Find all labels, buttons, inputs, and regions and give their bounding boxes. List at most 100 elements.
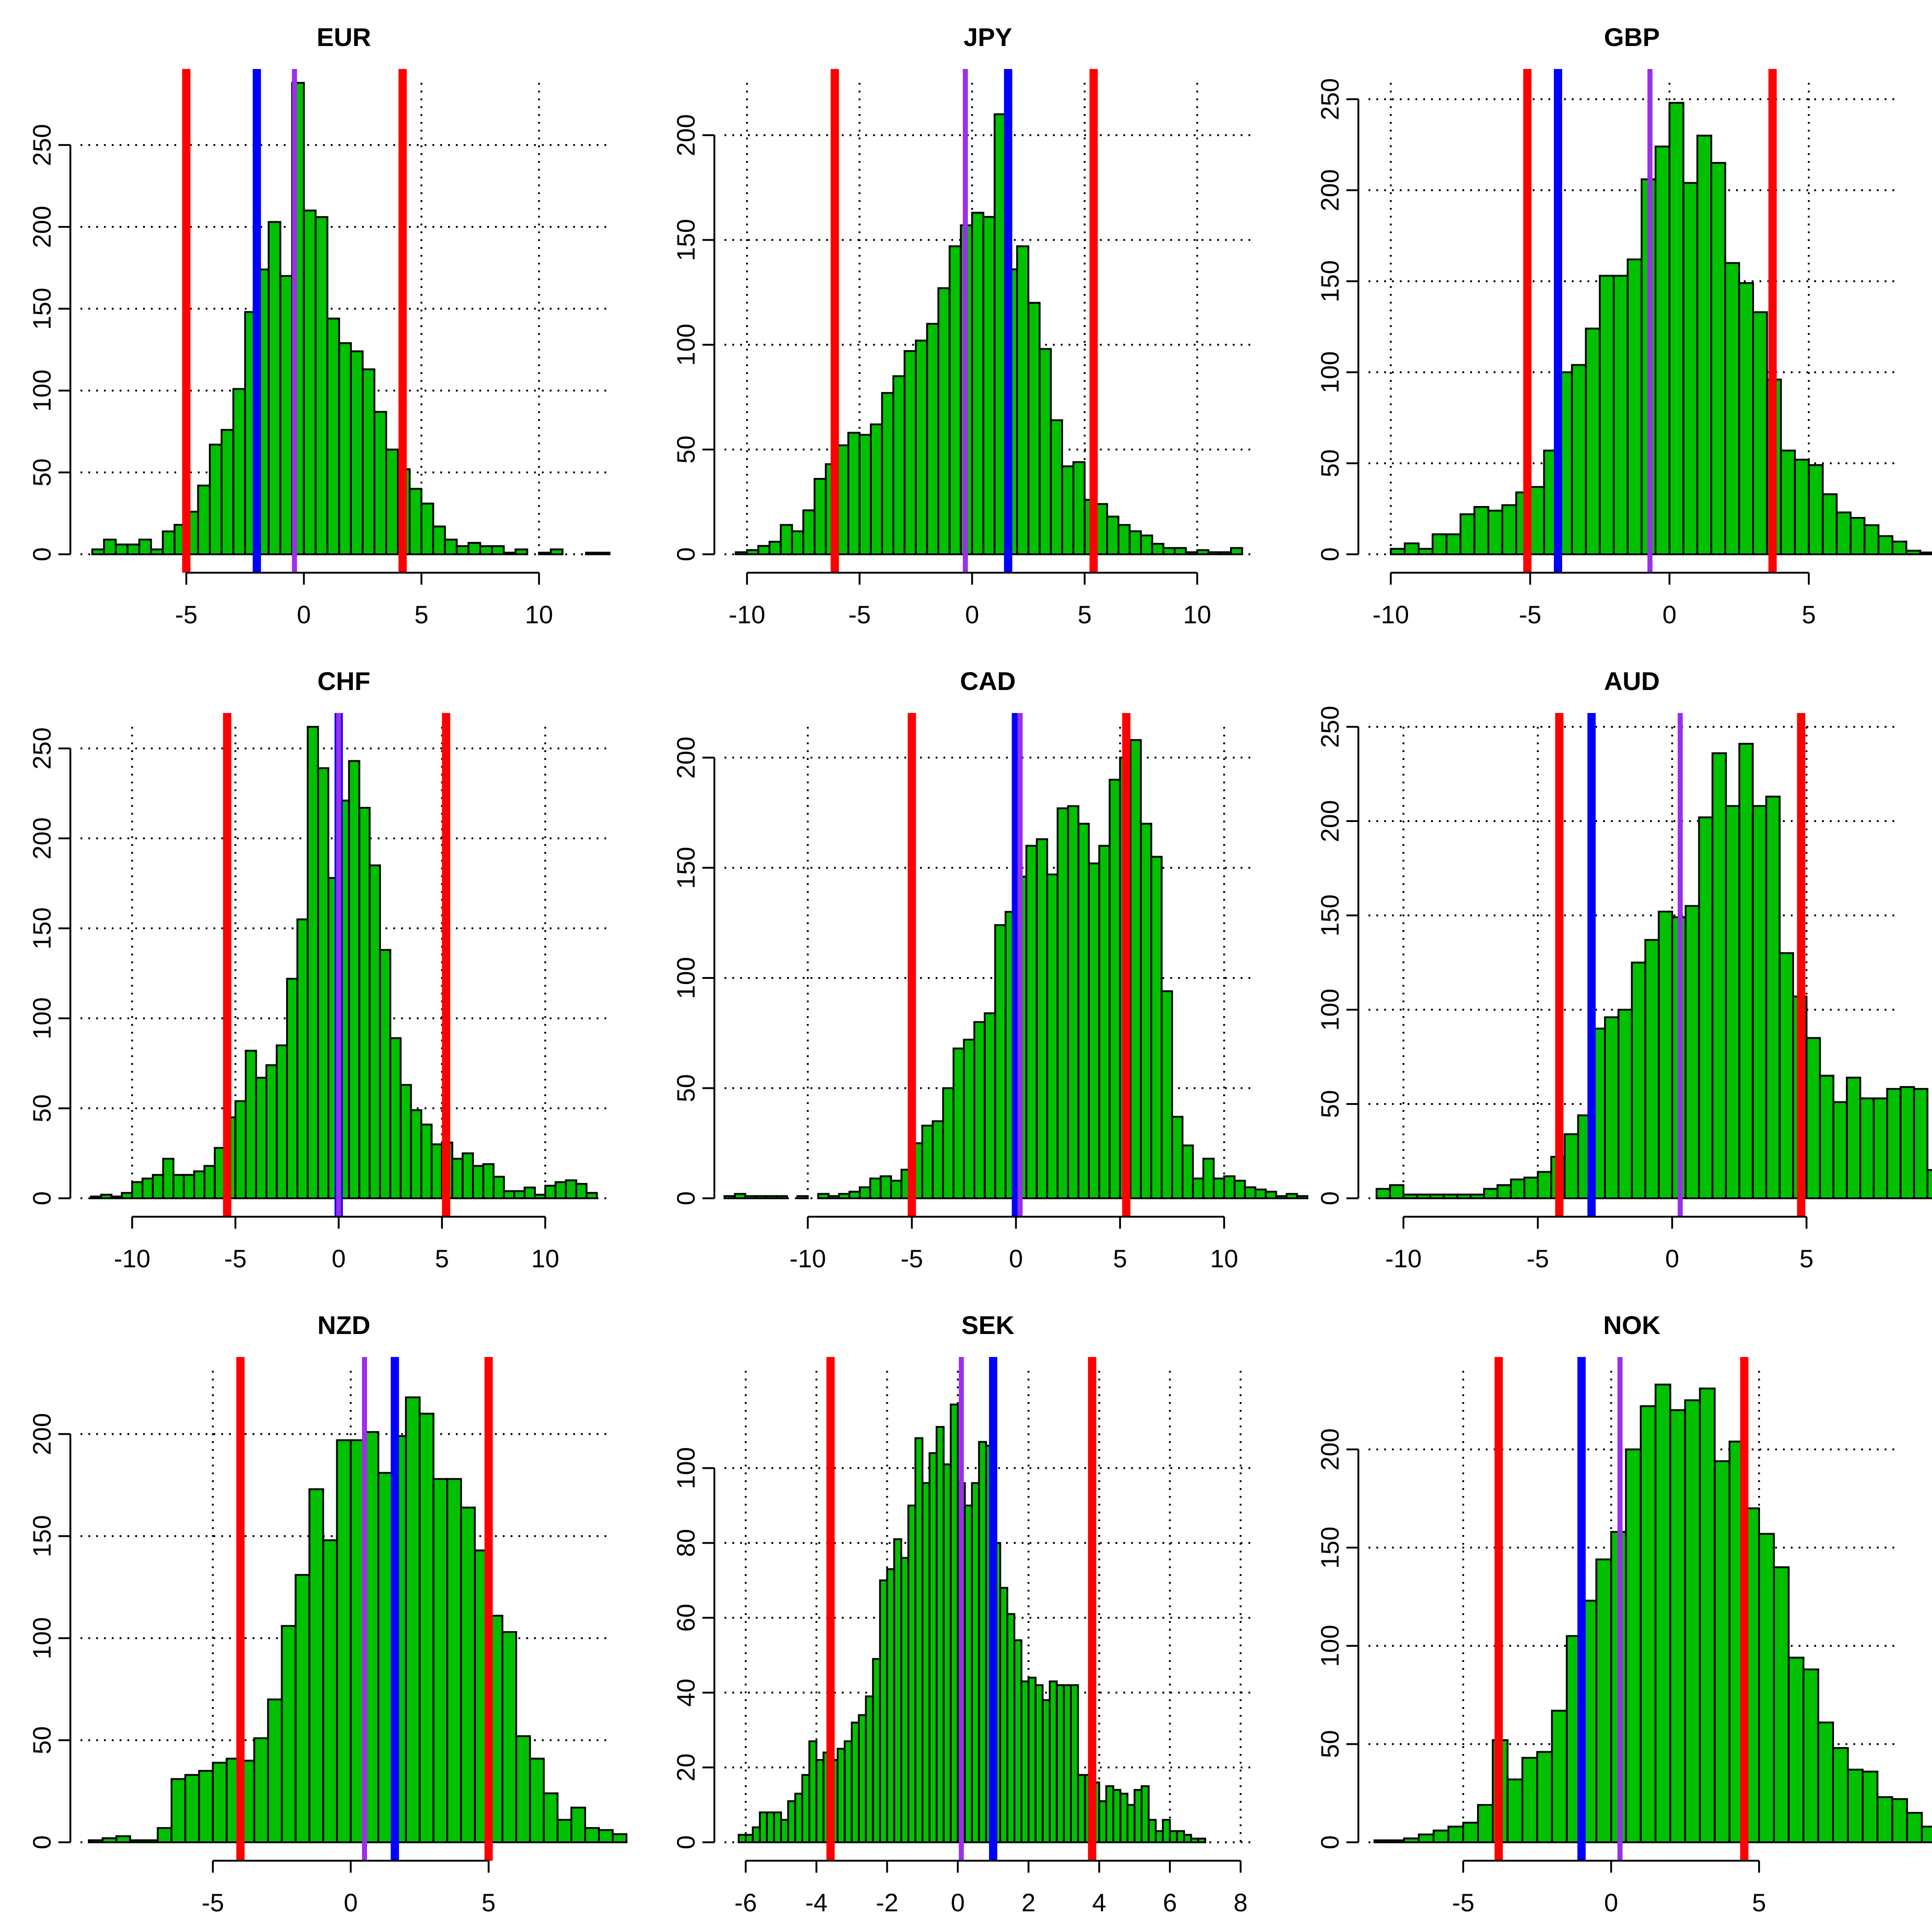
histogram-bar: [780, 524, 793, 555]
histogram-bar: [1585, 328, 1601, 555]
histogram-bar: [1752, 805, 1767, 1199]
histogram-bar: [1373, 1839, 1391, 1843]
histogram-bar: [514, 548, 529, 555]
histogram-bar: [754, 1195, 767, 1200]
histogram-bar: [1127, 1804, 1136, 1843]
histogram-bar: [461, 1152, 474, 1200]
histogram-bar: [1835, 511, 1852, 555]
histogram-bar: [1906, 1811, 1923, 1843]
histogram-bar: [90, 1196, 102, 1199]
histogram-bar: [1087, 862, 1100, 1199]
histogram-bar: [598, 1829, 614, 1843]
histogram-bar: [1891, 1798, 1908, 1843]
histogram-bar: [765, 1195, 778, 1200]
histogram-bar: [451, 1157, 464, 1199]
x-tick-label: 0: [1009, 1244, 1023, 1273]
y-tick-label: 100: [28, 369, 56, 412]
histogram-bar: [1920, 1825, 1932, 1844]
histogram-bar: [1913, 1088, 1929, 1200]
histogram-bar: [338, 342, 352, 556]
histogram-bar: [1685, 905, 1700, 1199]
y-tick-label: 100: [672, 324, 700, 366]
histogram-bar: [1808, 464, 1824, 555]
histogram-bar: [893, 1538, 903, 1843]
histogram-bar: [1388, 1839, 1405, 1843]
histogram-bar: [1128, 530, 1142, 556]
y-tick-label: 200: [1316, 800, 1344, 842]
histogram-bar: [813, 478, 827, 555]
y-tick-label: 200: [28, 817, 56, 860]
histogram-bar: [1162, 547, 1176, 556]
histogram-bar: [844, 1740, 853, 1843]
y-tick-label: 0: [28, 547, 56, 562]
x-tick-label: 0: [1662, 600, 1677, 629]
histogram-bar: [858, 1714, 867, 1844]
histogram-bar: [1564, 1133, 1579, 1199]
histogram-bar: [479, 545, 493, 555]
histogram-bar: [115, 1835, 131, 1844]
x-tick-label: -5: [224, 1244, 247, 1273]
y-tick-label: 100: [28, 1617, 56, 1659]
histogram-bar: [431, 1143, 443, 1199]
histogram-bar: [745, 1834, 754, 1843]
histogram-bar: [982, 216, 996, 555]
x-tick-label: 5: [1752, 1888, 1766, 1917]
y-tick-label: 200: [672, 736, 700, 779]
histogram-bar: [303, 209, 317, 555]
y-tick-label: 250: [1316, 706, 1344, 748]
histogram-bar: [91, 548, 105, 555]
histogram-bar: [611, 1833, 627, 1844]
histogram-bar: [373, 411, 387, 555]
histogram-bar: [575, 1183, 588, 1199]
histogram-bar: [1919, 552, 1932, 556]
histogram-bar: [408, 488, 423, 556]
histogram-bar: [978, 1441, 987, 1844]
histogram-bar: [869, 1177, 882, 1200]
histogram-bar: [802, 509, 816, 556]
histogram-bar: [1230, 547, 1243, 556]
histogram-bar: [1063, 1684, 1072, 1843]
x-tick-label: 5: [1078, 600, 1092, 629]
histogram-bar: [1432, 533, 1448, 555]
histogram-bar: [1375, 1188, 1391, 1199]
histogram-bar: [1223, 1175, 1236, 1199]
histogram-bar: [1459, 513, 1476, 555]
histogram-bar: [565, 1179, 577, 1199]
panel-jpy: JPY 0 50 100 150 200 -10 -5 0 5 10: [672, 23, 1251, 629]
histogram-bar: [1390, 548, 1406, 556]
y-tick-label: 20: [672, 1754, 700, 1782]
x-tick-label: -10: [1373, 600, 1409, 629]
histogram-bar: [752, 1826, 761, 1844]
y-tick-label: 50: [672, 436, 700, 464]
histogram-bar: [87, 1839, 104, 1843]
histogram-bar: [865, 1695, 874, 1843]
histogram-bar: [937, 287, 951, 555]
histogram-bar: [523, 1186, 536, 1200]
histogram-bar: [971, 212, 984, 555]
x-tick-label: -2: [876, 1888, 898, 1917]
y-tick-label: 0: [1316, 547, 1344, 562]
histogram-bar: [554, 1181, 567, 1199]
histogram-bar: [872, 1658, 881, 1844]
histogram-bar: [942, 1087, 954, 1200]
panel-gbp: GBP 0 50 100 150 200 250 -10 -5 0 5: [1316, 23, 1932, 629]
histogram-bar: [1817, 1721, 1834, 1844]
histogram-bar: [892, 375, 906, 555]
y-tick-label: 200: [28, 206, 56, 248]
histogram-bar: [1891, 540, 1908, 555]
histogram-bar: [914, 1437, 924, 1843]
histogram-bar: [1738, 742, 1754, 1199]
histogram-bar: [317, 767, 329, 1200]
histogram-bar: [1202, 1157, 1215, 1199]
histogram-bar: [1403, 1837, 1420, 1844]
histogram-bar: [1788, 1656, 1805, 1844]
histogram-bar: [971, 1482, 980, 1843]
histogram-bar: [847, 431, 861, 555]
y-tick-label: 100: [1316, 1625, 1344, 1667]
histogram-bar: [903, 350, 917, 555]
histogram-bar: [1710, 162, 1726, 555]
histogram-bar: [1169, 1830, 1178, 1843]
histogram-bar: [279, 275, 293, 555]
